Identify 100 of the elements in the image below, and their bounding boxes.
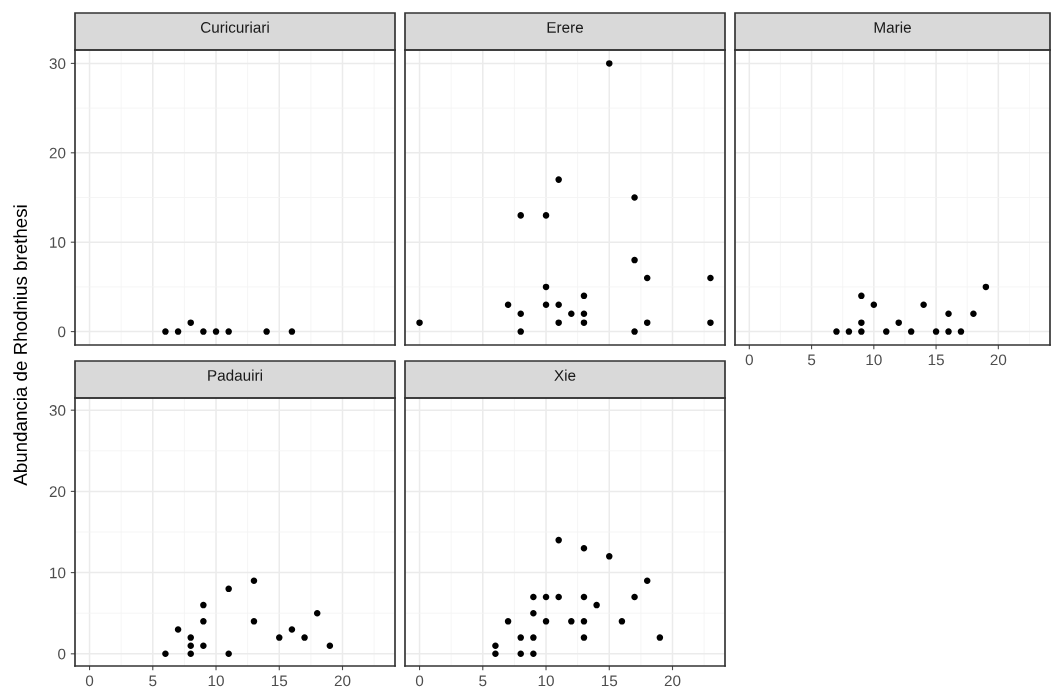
- point: [313, 609, 321, 617]
- point: [568, 618, 575, 625]
- point: [301, 634, 308, 641]
- point: [982, 283, 990, 291]
- point: [580, 618, 588, 625]
- point: [580, 319, 588, 326]
- y-tick-label: 0: [58, 326, 66, 338]
- x-tick-label: 5: [479, 675, 487, 687]
- point: [845, 328, 853, 335]
- point: [580, 310, 588, 317]
- chart-title: Curicuriari: [200, 21, 269, 33]
- point: [870, 301, 878, 309]
- point: [945, 328, 952, 335]
- point: [580, 593, 588, 601]
- point: [162, 650, 169, 658]
- point: [530, 634, 537, 641]
- point: [174, 626, 182, 633]
- point: [593, 601, 600, 609]
- x-tick-label: 5: [807, 354, 816, 366]
- point: [416, 319, 423, 326]
- point: [200, 601, 207, 609]
- point: [858, 328, 865, 335]
- x-tick-label: 15: [928, 354, 944, 366]
- point: [606, 60, 613, 67]
- x-tick-label: 10: [208, 675, 224, 687]
- point: [555, 319, 562, 326]
- point: [833, 328, 840, 335]
- point: [580, 634, 588, 641]
- point: [276, 634, 283, 641]
- point: [517, 650, 524, 658]
- y-tick-label: 30: [49, 58, 66, 70]
- chart-title: Marie: [874, 21, 911, 33]
- point: [517, 212, 524, 219]
- point: [707, 274, 714, 282]
- point: [555, 536, 562, 544]
- point: [555, 593, 562, 601]
- point: [504, 618, 512, 625]
- point: [920, 301, 927, 309]
- point: [492, 650, 499, 658]
- point: [643, 577, 651, 584]
- point: [250, 577, 258, 584]
- point: [895, 319, 902, 326]
- x-tick-label: 10: [866, 354, 882, 366]
- point: [606, 553, 613, 560]
- point: [580, 544, 588, 552]
- point: [517, 310, 524, 317]
- point: [517, 328, 524, 335]
- point: [542, 593, 550, 601]
- y-axis-title: Abundancia de Rhodnius brethesi: [13, 205, 28, 486]
- point: [225, 650, 232, 658]
- point: [542, 301, 550, 309]
- x-tick-label: 15: [271, 675, 288, 687]
- point: [631, 194, 638, 201]
- point: [542, 618, 550, 625]
- point: [656, 634, 664, 641]
- point: [555, 301, 562, 309]
- point: [530, 650, 537, 658]
- x-tick-label: 20: [990, 354, 1007, 366]
- point: [970, 310, 977, 317]
- point: [288, 626, 296, 633]
- point: [187, 634, 194, 641]
- point: [225, 585, 232, 593]
- y-tick-label: 20: [49, 486, 66, 498]
- y-tick-label: 30: [49, 405, 66, 416]
- point: [932, 328, 940, 335]
- chart-title: Padauiri: [208, 369, 262, 381]
- point: [504, 301, 512, 309]
- x-tick-label: 20: [334, 675, 351, 687]
- point: [631, 328, 638, 335]
- point: [517, 634, 524, 641]
- y-tick-label: 10: [50, 237, 66, 248]
- point: [707, 319, 714, 326]
- point: [187, 650, 194, 658]
- x-tick-label: 15: [601, 675, 618, 687]
- point: [530, 593, 537, 601]
- point: [200, 642, 207, 649]
- point: [858, 292, 865, 300]
- x-tick-label: 20: [664, 675, 681, 687]
- point: [542, 283, 550, 291]
- x-tick-label: 0: [745, 354, 753, 366]
- point: [631, 593, 638, 601]
- x-tick-label: 10: [538, 675, 554, 687]
- y-tick-label: 0: [58, 648, 66, 660]
- point: [643, 319, 651, 326]
- point: [580, 292, 588, 300]
- point: [858, 319, 865, 326]
- point: [326, 642, 334, 649]
- point: [250, 618, 258, 625]
- point: [530, 609, 537, 617]
- y-tick-label: 20: [49, 147, 66, 159]
- point: [555, 176, 562, 183]
- chart-title: Xie: [554, 369, 576, 381]
- point: [957, 328, 965, 335]
- point: [542, 212, 550, 219]
- point: [187, 642, 194, 649]
- x-tick-label: 5: [149, 675, 157, 687]
- y-tick-label: 10: [50, 567, 66, 579]
- point: [631, 256, 638, 264]
- point: [200, 618, 207, 625]
- point: [945, 310, 952, 317]
